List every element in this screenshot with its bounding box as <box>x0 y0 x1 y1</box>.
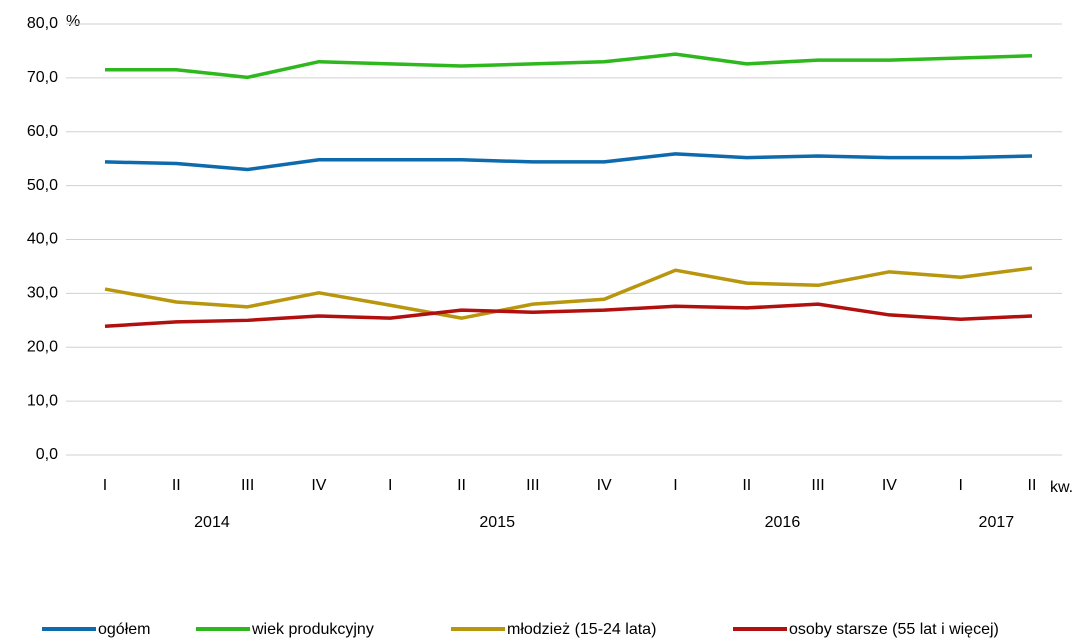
year-label: 2017 <box>979 514 1015 531</box>
x-tick-label: II <box>1028 477 1037 494</box>
x-tick-label: IV <box>597 477 612 494</box>
year-label: 2015 <box>479 514 515 531</box>
y-tick-label: 80,0 <box>27 15 58 32</box>
x-tick-label: III <box>811 477 824 494</box>
year-label: 2014 <box>194 514 230 531</box>
y-tick-label: 10,0 <box>27 392 58 409</box>
y-tick-label: 40,0 <box>27 231 58 248</box>
x-tick-label: I <box>958 477 962 494</box>
y-tick-label: 20,0 <box>27 338 58 355</box>
x-tick-label: I <box>388 477 392 494</box>
series-line <box>104 266 1033 320</box>
x-tick-label: III <box>526 477 539 494</box>
y-tick-label: 70,0 <box>27 69 58 86</box>
x-tick-label: IV <box>311 477 326 494</box>
legend-label: wiek produkcyjny <box>251 621 374 638</box>
x-tick-label: IV <box>882 477 897 494</box>
y-tick-label: 30,0 <box>27 285 58 302</box>
x-tick-label: I <box>673 477 677 494</box>
x-tick-label: II <box>742 477 751 494</box>
series-line <box>105 52 1033 80</box>
x-tick-label: II <box>457 477 466 494</box>
legend-label: osoby starsze (55 lat i więcej) <box>789 621 999 638</box>
y-tick-label: 60,0 <box>27 123 58 140</box>
y-tick-label: 0,0 <box>36 446 58 463</box>
x-unit-label: kw. <box>1050 479 1073 496</box>
legend-label: ogółem <box>98 621 150 638</box>
legend-label: młodzież (15-24 lata) <box>507 621 656 638</box>
series-line <box>104 152 1033 172</box>
x-tick-label: III <box>241 477 254 494</box>
x-tick-label: I <box>103 477 107 494</box>
x-tick-label: II <box>172 477 181 494</box>
year-label: 2016 <box>765 514 801 531</box>
y-tick-label: 50,0 <box>27 177 58 194</box>
y-unit-label: % <box>66 13 80 30</box>
series-line <box>104 302 1033 328</box>
